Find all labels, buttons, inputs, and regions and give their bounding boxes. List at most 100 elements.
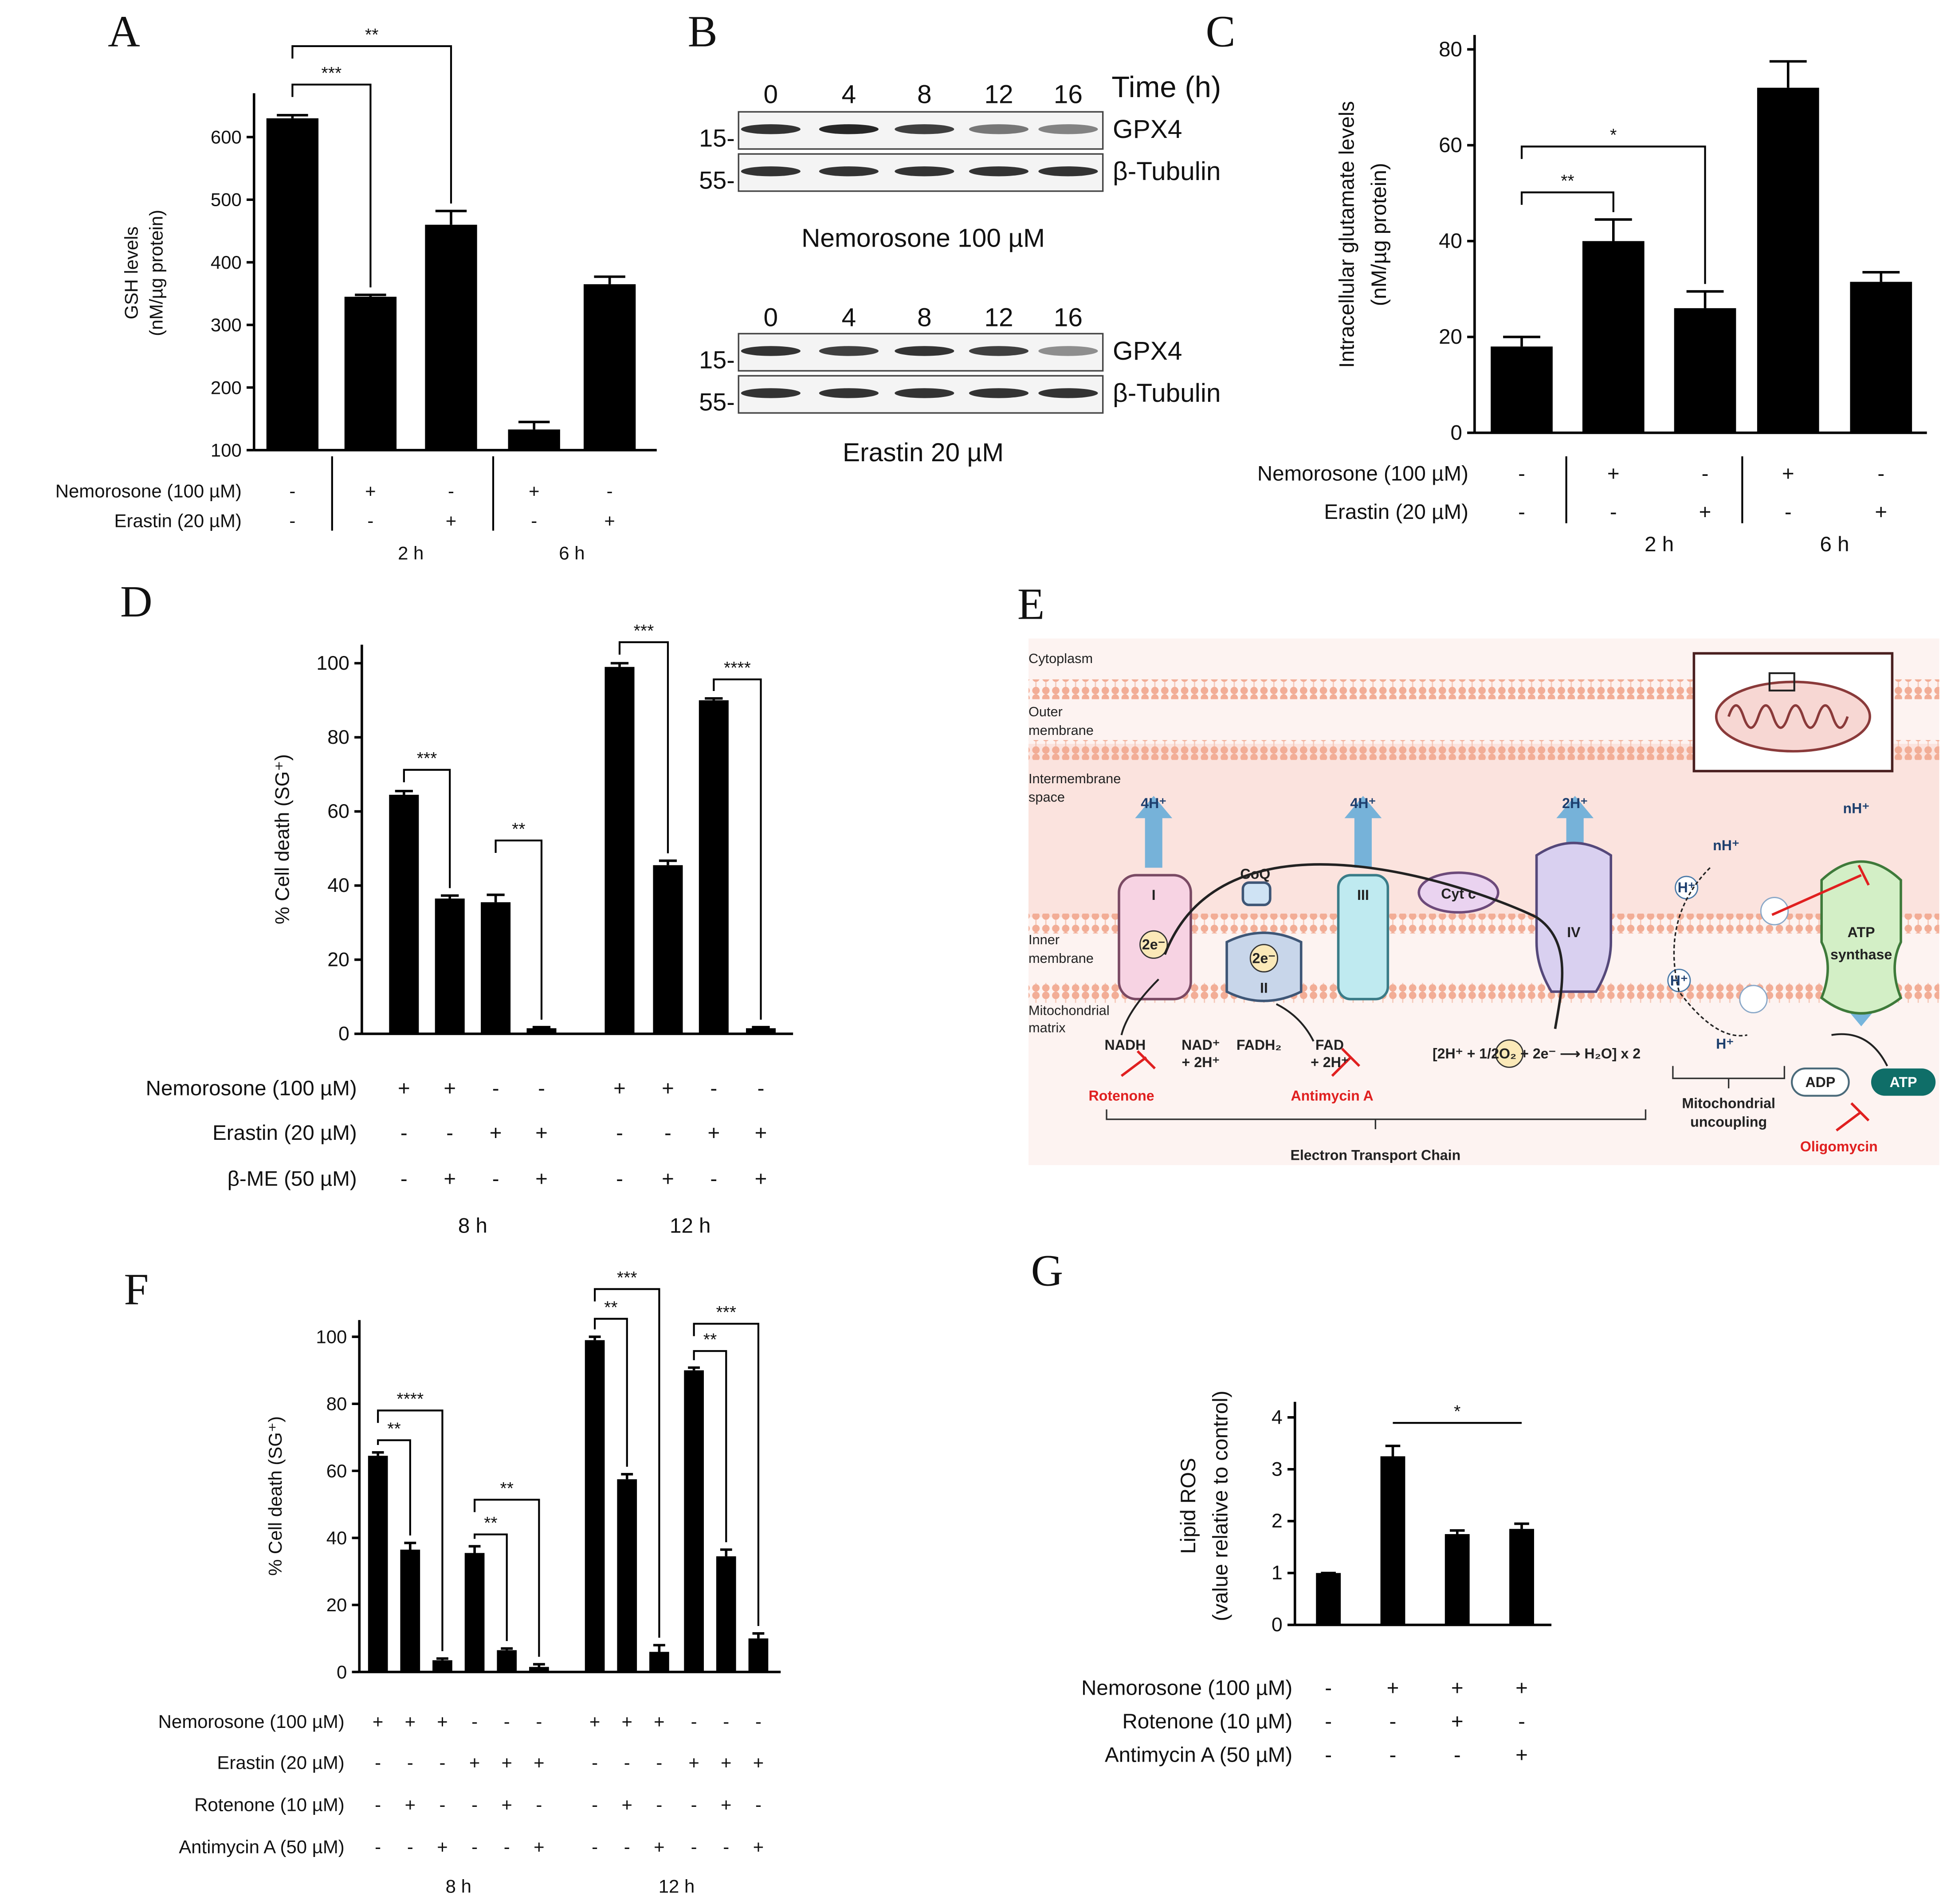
bar	[684, 1370, 704, 1672]
diagram-label: uncoupling	[1690, 1114, 1767, 1130]
significance-bracket	[594, 1288, 660, 1638]
bar	[526, 1028, 557, 1034]
row-symbol: +	[535, 1167, 548, 1190]
error-bar	[487, 893, 505, 903]
diagram-label: II	[1260, 980, 1268, 996]
diagram-label: space	[1028, 789, 1065, 805]
row-symbol: +	[721, 1752, 731, 1773]
row-symbol: -	[439, 1752, 445, 1773]
group-label: 2 h	[398, 542, 424, 563]
row-symbol: -	[1325, 1710, 1332, 1733]
y-tick-label: 4	[1272, 1406, 1283, 1428]
bar	[266, 118, 319, 450]
row-symbol: -	[439, 1794, 445, 1815]
significance-label: *	[1454, 1402, 1460, 1421]
significance-label: ***	[716, 1303, 736, 1322]
significance-bracket	[495, 839, 543, 1020]
row-symbol: -	[592, 1752, 598, 1773]
row-symbol: +	[654, 1711, 664, 1732]
row-symbol: -	[624, 1752, 630, 1773]
significance-label: **	[703, 1331, 717, 1350]
time-point: 8	[917, 303, 932, 332]
significance-label: **	[484, 1514, 497, 1533]
significance-label: **	[500, 1479, 514, 1498]
bar	[585, 1340, 605, 1672]
bar	[497, 1650, 517, 1672]
group-label: 12 h	[670, 1214, 710, 1237]
row-symbol: -	[624, 1836, 630, 1857]
y-axis-label: Intracellular glutamate levels	[1335, 101, 1359, 368]
row-symbol: +	[405, 1794, 416, 1815]
time-point: 12	[984, 303, 1013, 332]
diagram-label: ADP	[1805, 1074, 1835, 1090]
mw-marker: 55-	[699, 388, 735, 416]
bar	[1491, 346, 1553, 433]
y-axis-label: Lipid ROS	[1177, 1458, 1200, 1554]
blot-caption: Erastin 20 µM	[843, 438, 1004, 467]
y-axis-label: (nM/µg protein)	[1367, 163, 1391, 306]
row-symbol: -	[616, 1167, 623, 1190]
significance-bracket	[693, 1350, 727, 1543]
row-symbol: -	[492, 1167, 499, 1190]
bar	[1316, 1573, 1341, 1625]
y-axis-label: (nM/µg protein)	[146, 210, 167, 336]
y-tick-label: 20	[327, 949, 349, 970]
y-tick-label: 0	[337, 1661, 347, 1682]
blot-band	[819, 124, 879, 134]
row-label: Nemorosone (100 µM)	[1081, 1676, 1292, 1700]
significance-bracket	[618, 641, 669, 853]
row-symbol: -	[1390, 1743, 1397, 1767]
diagram-label: I	[1152, 887, 1156, 903]
diagram-label: H⁺	[1678, 879, 1696, 895]
row-symbol: -	[1325, 1676, 1332, 1700]
row-symbol: -	[1390, 1710, 1397, 1733]
panel-letter: B	[688, 7, 718, 56]
group-label: 2 h	[1645, 533, 1674, 556]
time-point: 0	[764, 303, 778, 332]
y-tick-label: 40	[326, 1527, 347, 1548]
significance-label: **	[512, 820, 525, 839]
y-axis-label: (value relative to control)	[1209, 1390, 1233, 1621]
diagram-label: membrane	[1028, 950, 1094, 966]
bar	[716, 1556, 736, 1672]
row-symbol: -	[471, 1836, 478, 1857]
row-symbol: +	[1387, 1676, 1399, 1700]
y-tick-label: 0	[1272, 1614, 1283, 1636]
row-label: β-ME (50 µM)	[228, 1167, 357, 1190]
bar	[529, 1667, 549, 1672]
row-symbol: -	[367, 510, 373, 531]
diagram-label: 4H⁺	[1350, 795, 1376, 811]
blot-band	[969, 346, 1029, 356]
row-label: Antimycin A (50 µM)	[179, 1836, 344, 1857]
row-symbol: +	[662, 1167, 674, 1190]
blot-band	[969, 124, 1029, 134]
diagram-label: NADH	[1105, 1037, 1146, 1053]
y-tick-label: 3	[1272, 1458, 1283, 1480]
diagram-label: Intermembrane	[1028, 771, 1121, 786]
error-bar	[355, 294, 386, 297]
row-symbol: -	[492, 1076, 499, 1100]
row-symbol: -	[656, 1752, 662, 1773]
row-symbol: +	[1515, 1676, 1528, 1700]
diagram-label: synthase	[1830, 946, 1892, 962]
bar	[1674, 308, 1736, 433]
row-symbol: -	[400, 1121, 408, 1145]
bar	[746, 1028, 776, 1034]
error-bar	[1769, 60, 1807, 88]
row-symbol: -	[375, 1794, 381, 1815]
blot-band	[969, 166, 1029, 177]
blot-band	[1038, 346, 1098, 356]
mw-marker: 15-	[699, 345, 735, 373]
diagram-label: H⁺	[1670, 973, 1688, 989]
significance-label: **	[604, 1298, 617, 1317]
row-label: Rotenone (10 µM)	[1122, 1710, 1292, 1733]
row-symbol: -	[656, 1794, 662, 1815]
blot-caption: Nemorosone 100 µM	[801, 224, 1045, 253]
row-symbol: -	[758, 1076, 765, 1100]
row-symbol: -	[536, 1711, 542, 1732]
row-symbol: +	[444, 1076, 456, 1100]
row-symbol: -	[375, 1836, 381, 1857]
row-symbol: +	[535, 1121, 548, 1145]
row-symbol: +	[1607, 462, 1620, 486]
row-symbol: -	[755, 1794, 761, 1815]
